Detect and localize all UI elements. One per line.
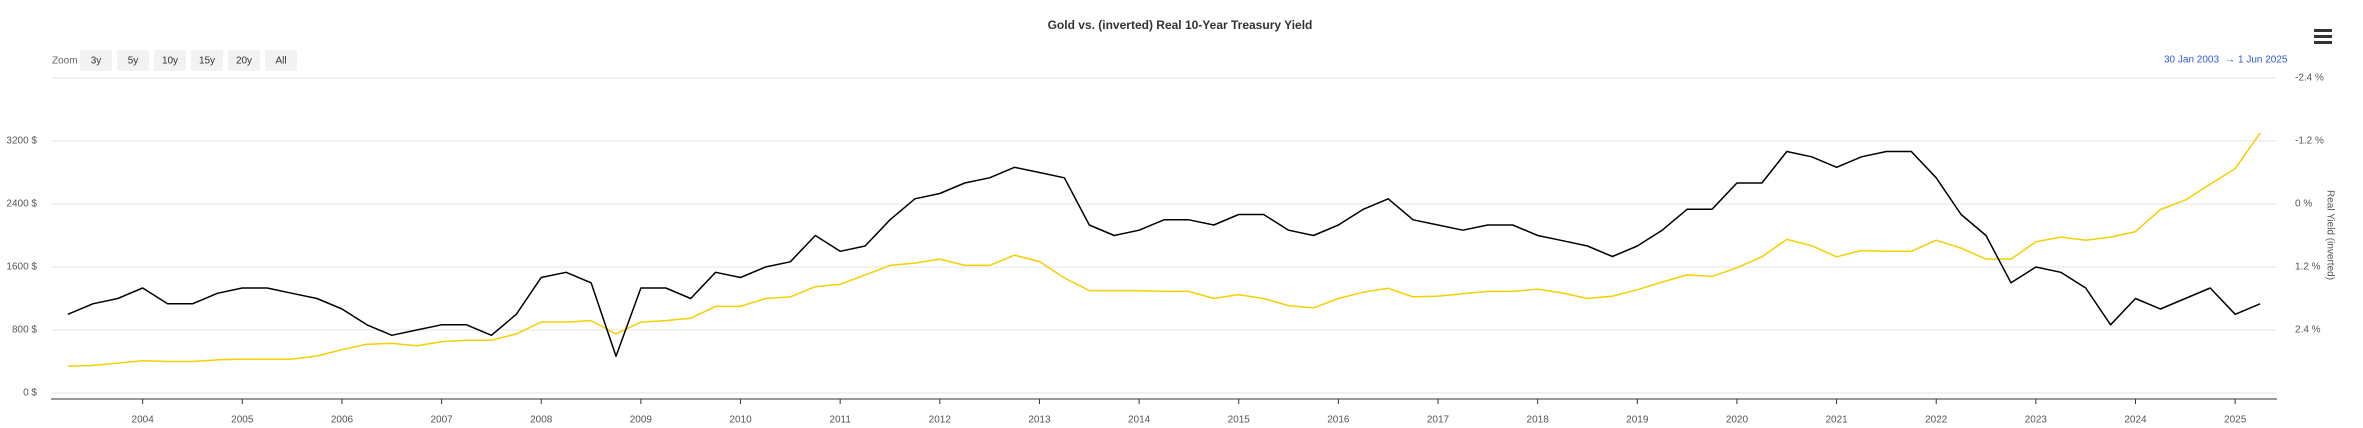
x-tick-label: 2025 (2224, 415, 2247, 426)
x-tick-label: 2022 (1925, 415, 1948, 426)
x-tick-label: 2018 (1527, 415, 1550, 426)
x-tick-label: 2010 (729, 415, 752, 426)
zoom-button-label[interactable]: 3y (91, 56, 102, 67)
y-tick-label: 0 $ (23, 388, 37, 399)
zoom-button-label[interactable]: 5y (128, 56, 139, 67)
y-tick-label: 1600 $ (6, 262, 37, 273)
x-tick-label: 2014 (1128, 415, 1151, 426)
zoom-button[interactable]: 5y (117, 50, 149, 71)
x-tick-label: 2007 (430, 415, 453, 426)
series-line (67, 150, 2261, 358)
y2-tick-label: 1.2 % (2295, 262, 2321, 273)
y2-tick-label: 2.4 % (2295, 325, 2321, 336)
zoom-button[interactable]: All (265, 50, 297, 71)
zoom-button[interactable]: 15y (191, 50, 223, 71)
y2-axis-title: Real Yield (inverted) (2324, 190, 2335, 280)
zoom-button-bg[interactable] (228, 50, 260, 71)
zoom-button[interactable]: 3y (80, 50, 112, 71)
y-tick-label: 800 $ (12, 325, 37, 336)
series-line (67, 132, 2261, 367)
zoom-button-bg[interactable] (265, 50, 297, 71)
x-tick-label: 2016 (1327, 415, 1350, 426)
x-tick-label: 2008 (530, 415, 553, 426)
zoom-button-label[interactable]: 10y (162, 56, 178, 67)
zoom-button-bg[interactable] (154, 50, 186, 71)
zoom-label: Zoom (52, 56, 78, 67)
x-tick-label: 2015 (1228, 415, 1251, 426)
x-tick-label: 2023 (2025, 415, 2048, 426)
zoom-button-bg[interactable] (191, 50, 223, 71)
range-to: 1 Jun 2025 (2238, 55, 2288, 66)
range-arrow: → (2225, 55, 2235, 66)
x-tick-label: 2019 (1626, 415, 1649, 426)
y2-tick-label: -1.2 % (2295, 136, 2324, 147)
x-tick-label: 2017 (1427, 415, 1450, 426)
range-from: 30 Jan 2003 (2164, 55, 2219, 66)
x-tick-label: 2013 (1028, 415, 1051, 426)
y2-tick-label: 0 % (2295, 199, 2312, 210)
menu-button[interactable] (2312, 26, 2334, 46)
y-tick-label: 2400 $ (6, 199, 37, 210)
zoom-button-label[interactable]: All (275, 56, 286, 67)
x-tick-label: 2011 (829, 415, 851, 426)
x-tick-label: 2004 (132, 415, 155, 426)
x-tick-label: 2021 (1825, 415, 1848, 426)
x-tick-label: 2006 (331, 415, 354, 426)
zoom-button-bg[interactable] (117, 50, 149, 71)
chart-title: Gold vs. (inverted) Real 10-Year Treasur… (1048, 18, 1313, 32)
zoom-button-label[interactable]: 20y (236, 56, 252, 67)
x-tick-label: 2009 (630, 415, 653, 426)
zoom-button-label[interactable]: 15y (199, 56, 215, 67)
y-tick-label: 3200 $ (6, 136, 37, 147)
x-tick-label: 2012 (929, 415, 952, 426)
x-tick-label: 2005 (231, 415, 254, 426)
zoom-button-bg[interactable] (80, 50, 112, 71)
y2-tick-label: -2.4 % (2295, 73, 2324, 84)
x-tick-label: 2024 (2124, 415, 2147, 426)
zoom-button[interactable]: 20y (228, 50, 260, 71)
x-tick-label: 2020 (1726, 415, 1749, 426)
zoom-button[interactable]: 10y (154, 50, 186, 71)
